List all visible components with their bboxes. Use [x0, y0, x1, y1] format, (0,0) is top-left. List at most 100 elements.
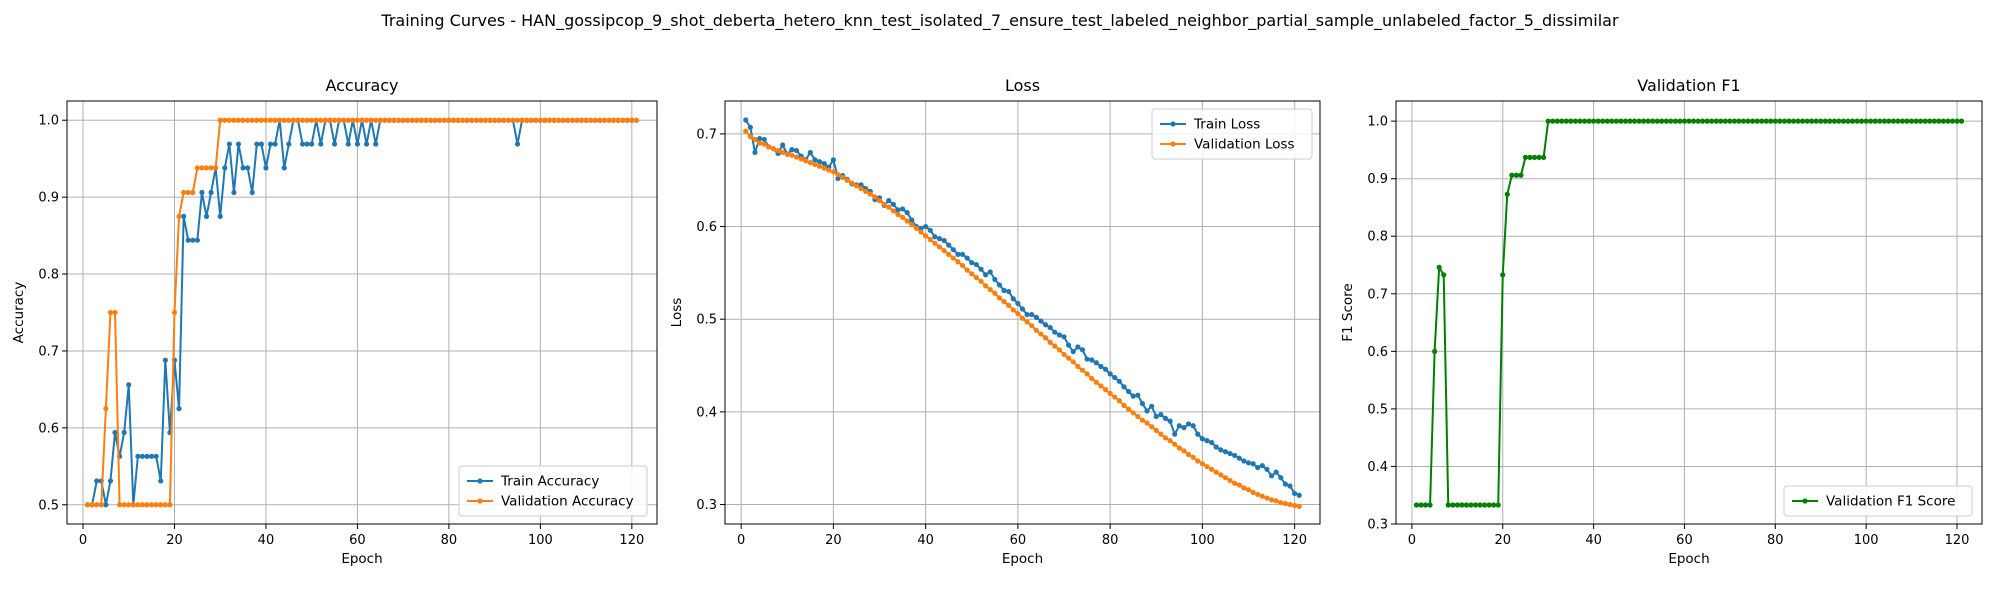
y-axis-label: Accuracy	[11, 282, 27, 344]
data-point	[909, 217, 915, 223]
data-point	[331, 141, 338, 147]
data-point	[1006, 302, 1012, 308]
series-group	[743, 117, 1302, 509]
data-point	[1804, 118, 1810, 124]
data-point	[955, 251, 961, 257]
y-tick-label: 0.5	[1367, 402, 1388, 417]
data-point	[1472, 502, 1479, 508]
data-point	[1218, 447, 1224, 453]
data-point	[826, 167, 832, 173]
data-point	[1236, 455, 1242, 461]
data-point	[830, 157, 836, 163]
data-point	[816, 159, 823, 165]
data-point	[1799, 118, 1806, 124]
data-point	[1296, 492, 1302, 498]
x-axis-label: Epoch	[1002, 551, 1043, 567]
data-point	[158, 502, 164, 508]
data-point	[918, 225, 924, 232]
data-point	[501, 117, 507, 123]
data-point	[1904, 118, 1910, 124]
data-point	[1116, 398, 1122, 404]
data-point	[1700, 118, 1706, 124]
data-point	[194, 237, 200, 243]
x-tick-label: 40	[1585, 533, 1602, 548]
data-point	[1292, 502, 1298, 509]
data-point	[633, 117, 640, 123]
data-point	[286, 117, 292, 123]
data-point	[1264, 466, 1270, 472]
data-point	[181, 213, 187, 219]
data-point	[1618, 118, 1624, 124]
data-point	[1822, 118, 1828, 124]
data-point	[1681, 118, 1688, 124]
data-point	[1727, 118, 1733, 124]
data-point	[969, 271, 975, 277]
data-point	[1786, 118, 1792, 124]
data-point	[1722, 118, 1728, 124]
data-point	[840, 174, 846, 181]
data-point	[1107, 371, 1113, 377]
axes-frame	[1395, 100, 1983, 525]
data-point	[1130, 410, 1136, 416]
data-point	[1695, 118, 1701, 124]
data-point	[1268, 497, 1275, 503]
data-point	[267, 141, 274, 147]
legend-box	[458, 465, 648, 517]
data-point	[327, 117, 333, 123]
data-point	[821, 165, 827, 171]
y-tick-label: 0.8	[1367, 230, 1388, 245]
data-point	[149, 502, 155, 508]
data-point	[135, 502, 141, 508]
data-point	[162, 502, 168, 508]
y-tick-label: 0.7	[696, 127, 717, 142]
data-point	[578, 117, 585, 123]
data-point	[899, 206, 906, 212]
legend-box	[1151, 108, 1313, 160]
data-point	[112, 429, 118, 436]
data-point	[1089, 375, 1095, 382]
data-point	[1093, 379, 1099, 385]
subplot-1: 0 20 40 60 80 100 120 0.3 0.4 0.5 0.6 0.7 Loss Epoch L…	[669, 76, 1321, 567]
data-point	[1563, 118, 1569, 124]
data-point	[167, 502, 173, 508]
data-point	[1153, 427, 1159, 434]
data-point	[923, 233, 929, 239]
data-point	[482, 117, 489, 123]
data-point	[171, 309, 178, 316]
data-point	[1038, 331, 1044, 337]
data-point	[969, 260, 975, 266]
data-point	[1079, 367, 1086, 373]
data-point	[1001, 287, 1007, 294]
data-point	[1531, 154, 1538, 160]
data-point	[620, 117, 626, 123]
y-tick-label: 0.5	[696, 313, 717, 328]
data-point	[1899, 118, 1906, 124]
data-point	[249, 117, 255, 123]
data-point	[756, 140, 763, 146]
data-point	[858, 182, 864, 188]
data-point	[1908, 118, 1915, 124]
data-point	[1070, 349, 1076, 355]
data-point	[1144, 420, 1150, 426]
data-point	[1116, 378, 1122, 384]
data-point	[185, 189, 191, 196]
legend: Validation F1 Score	[1783, 485, 1973, 517]
data-point	[863, 188, 869, 194]
data-point	[624, 117, 630, 123]
data-point	[542, 117, 548, 123]
data-point	[299, 117, 306, 123]
data-point	[789, 152, 795, 158]
data-point	[496, 117, 502, 123]
data-point	[428, 117, 434, 123]
data-point	[1432, 348, 1438, 354]
data-point	[1731, 118, 1738, 124]
legend: Train Loss Validation Loss	[1151, 108, 1313, 160]
data-point	[121, 502, 127, 508]
data-point	[807, 160, 813, 166]
data-point	[1491, 502, 1497, 508]
data-point	[964, 255, 970, 261]
data-point	[1736, 118, 1742, 124]
data-point	[1809, 118, 1815, 124]
data-point	[450, 117, 457, 123]
data-point	[1185, 421, 1192, 427]
